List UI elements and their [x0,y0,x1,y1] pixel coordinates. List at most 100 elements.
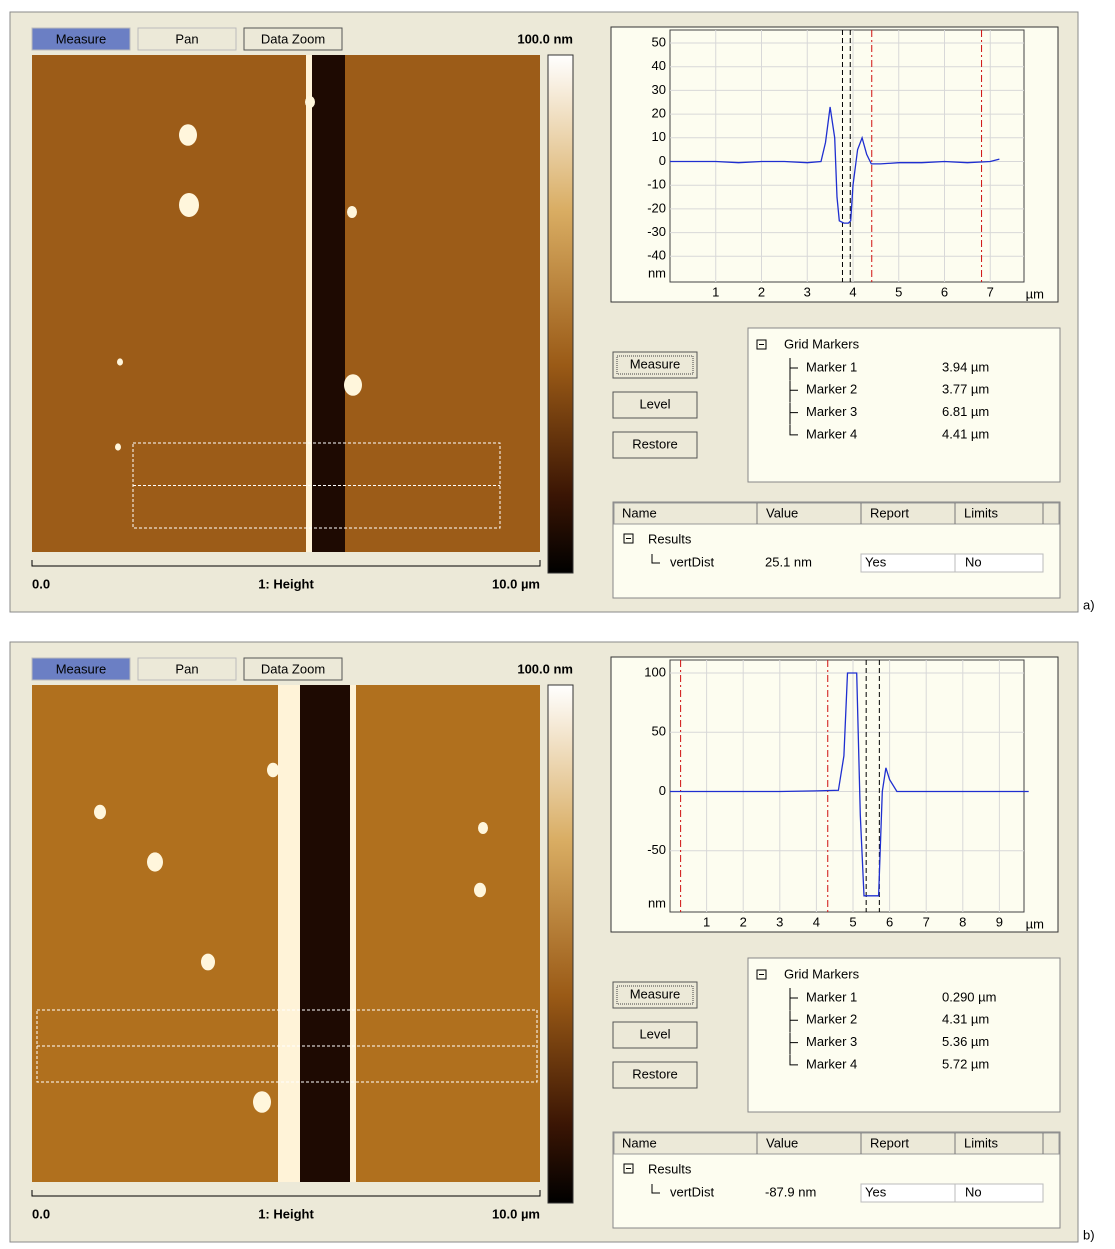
results-header [613,502,1060,525]
x-tick-label: 2 [740,914,747,929]
tool-button-label: Restore [632,436,678,451]
panel-label: a) [1083,597,1095,612]
collapse-icon [623,1163,634,1174]
tool-button-label: Restore [632,1066,678,1081]
marker-value: 0.290 µm [942,989,996,1004]
footer-center: 1: Height [258,576,314,591]
afm-particle [94,804,106,820]
marker-value: 5.36 µm [942,1034,989,1049]
profile-line [670,672,1029,897]
x-tick-label: 6 [941,284,948,299]
y-tick-label: 50 [652,34,666,49]
afm-particle [147,852,163,872]
tool-button-label: Measure [630,356,681,371]
y-tick-label: 30 [652,82,666,97]
footer-right: 10.0 µm [492,576,540,591]
column-header: Name [622,1135,657,1150]
marker-value: 4.31 µm [942,1012,989,1027]
y-tick-label: 100 [644,664,666,679]
result-cell: No [965,554,982,569]
marker-value: 6.81 µm [942,404,989,419]
cell-box[interactable] [954,553,1044,573]
y-tick-label: 10 [652,129,666,144]
tool-button-label: Level [639,396,670,411]
tree-line [789,402,798,425]
x-tick-label: 1 [712,284,719,299]
tool-button[interactable] [612,1021,698,1049]
afm-particle [267,762,279,778]
afm-particle [253,1091,271,1113]
tree-line [789,424,798,436]
toolbar-button-label: Pan [175,661,198,676]
plot-area [669,659,1025,913]
toolbar-button[interactable] [31,657,131,681]
tool-button[interactable] [612,1061,698,1089]
marker-name: Marker 1 [806,989,857,1004]
toolbar-button[interactable] [137,27,237,51]
x-unit: µm [1026,286,1044,301]
marker-name: Marker 3 [806,404,857,419]
results-group: Results [648,1161,692,1176]
y-tick-label: -20 [647,200,666,215]
afm-trench [300,685,350,1182]
afm-particle [347,206,357,218]
tree-line [789,380,798,403]
afm-particle [179,193,199,217]
x-tick-label: 7 [923,914,930,929]
x-unit: µm [1026,916,1044,931]
footer-axis [31,560,541,567]
marker-name: Marker 4 [806,1056,857,1071]
x-tick-label: 3 [776,914,783,929]
toolbar-button-label: Pan [175,31,198,46]
grid-markers-title: Grid Markers [784,966,860,981]
y-unit: nm [648,265,666,280]
afm-particle [115,443,121,451]
column-header: Limits [964,505,998,520]
column-header: Value [766,505,798,520]
grid-markers-box [747,957,1061,1113]
toolbar-button[interactable] [243,657,343,681]
y-tick-label: 40 [652,58,666,73]
results-header [613,1132,1060,1155]
toolbar-button[interactable] [243,27,343,51]
grid-markers-title: Grid Markers [784,336,860,351]
result-cell: vertDist [670,554,714,569]
color-bar [547,684,574,1204]
y-unit: nm [648,895,666,910]
x-tick-label: 6 [886,914,893,929]
tree-line [789,1054,798,1066]
collapse-icon [623,533,634,544]
footer-axis [31,1190,541,1197]
column-header: Report [870,1135,909,1150]
footer-center: 1: Height [258,1206,314,1221]
profile-chart [610,26,1059,303]
marker-name: Marker 2 [806,382,857,397]
x-tick-label: 7 [987,284,994,299]
tree-line [789,1032,798,1055]
footer-left: 0.0 [32,576,50,591]
afm-ridge [278,685,302,1182]
tree-line [789,358,798,380]
marker-name: Marker 2 [806,1012,857,1027]
y-tick-label: -40 [647,248,666,263]
tool-button[interactable] [612,391,698,419]
scale-max-label: 100.0 nm [517,661,573,676]
x-tick-label: 2 [758,284,765,299]
tool-button[interactable] [612,431,698,459]
toolbar-button[interactable] [137,657,237,681]
y-tick-label: -50 [647,842,666,857]
y-tick-label: 50 [652,724,666,739]
toolbar-button-label: Measure [56,661,107,676]
tool-button-label: Measure [630,986,681,1001]
tree-line [651,554,660,564]
y-tick-label: -30 [647,224,666,239]
x-tick-label: 9 [996,914,1003,929]
marker-name: Marker 3 [806,1034,857,1049]
grid-markers-box [747,327,1061,483]
afm-particle [478,822,488,834]
panel: Measure Pan Data Zoom 100.0 nm 0.0 1: Height 1… [9,641,1095,1243]
panel: Measure Pan Data Zoom 100.0 nm 0.0 1: Height 1… [9,11,1095,613]
cell-box[interactable] [954,1183,1044,1203]
toolbar-button[interactable] [31,27,131,51]
